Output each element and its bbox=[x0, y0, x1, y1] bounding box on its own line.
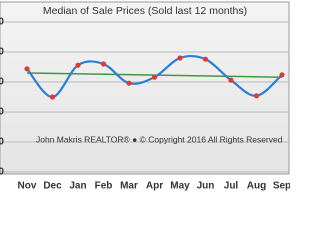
data-point bbox=[202, 56, 209, 62]
plot-area bbox=[0, 1, 290, 175]
x-tick-label: Nov bbox=[18, 181, 37, 192]
data-point bbox=[100, 61, 107, 67]
y-tick-label: $300,000 bbox=[0, 17, 4, 28]
x-tick-label: Feb bbox=[95, 181, 113, 192]
data-point bbox=[49, 94, 56, 100]
x-tick-label: Jul bbox=[224, 181, 239, 192]
data-point bbox=[126, 80, 132, 86]
x-tick-label: Dec bbox=[43, 181, 62, 192]
data-point bbox=[151, 74, 158, 80]
data-point bbox=[253, 93, 260, 99]
y-tick-label: $100,000 bbox=[0, 137, 4, 148]
data-point bbox=[228, 77, 234, 83]
watermark: John Makris REALTOR® ● © Copyright 2016 … bbox=[36, 134, 283, 144]
y-tick-label: $50,000 bbox=[0, 167, 4, 178]
data-point bbox=[75, 62, 81, 68]
page: Median of Sale Prices (Sold last 12 mont… bbox=[0, 1, 290, 192]
x-tick-label: Apr bbox=[146, 181, 163, 192]
y-tick-label: $200,000 bbox=[0, 77, 4, 88]
data-point bbox=[177, 55, 183, 61]
data-point bbox=[24, 66, 30, 72]
x-tick-label: Aug bbox=[247, 181, 266, 192]
x-tick-label: May bbox=[170, 181, 190, 192]
chart: Median of Sale Prices (Sold last 12 mont… bbox=[0, 1, 290, 192]
x-tick-label: Jan bbox=[69, 181, 86, 192]
x-tick-label: Mar bbox=[120, 181, 138, 192]
chart-title: Median of Sale Prices (Sold last 12 mont… bbox=[43, 5, 247, 17]
data-point bbox=[279, 72, 285, 78]
y-tick-label: $250,000 bbox=[0, 47, 4, 58]
x-tick-label: Sep bbox=[273, 181, 290, 192]
y-tick-label: $150,000 bbox=[0, 107, 4, 118]
plot-layer: $50,000 $100,000 $150,000 $200,000 $250,000 $… bbox=[0, 17, 290, 192]
x-tick-label: Jun bbox=[197, 181, 215, 192]
